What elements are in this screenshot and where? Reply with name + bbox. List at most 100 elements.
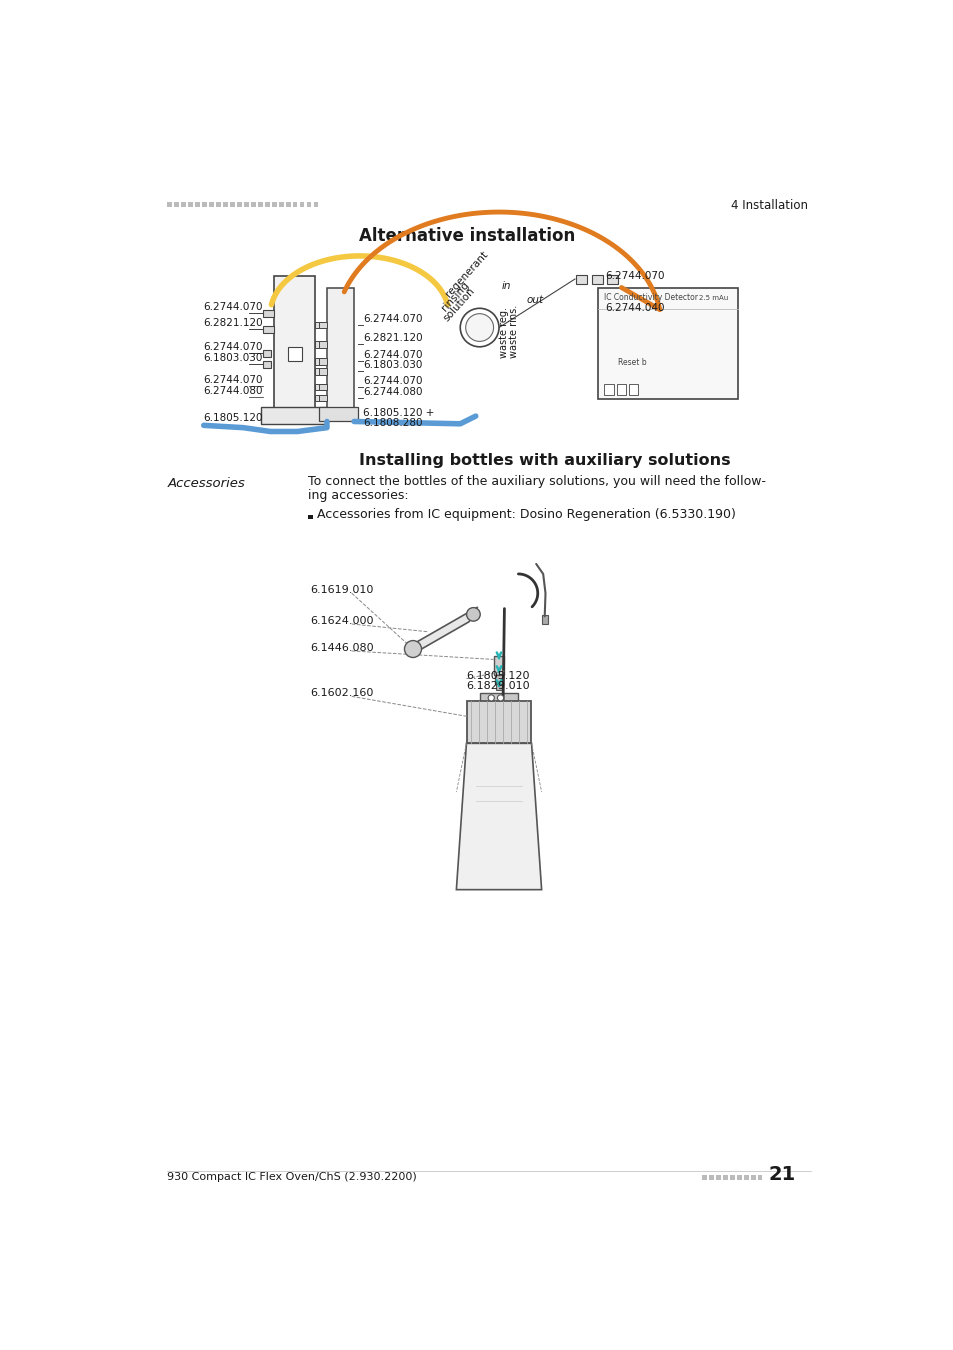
Text: Accessories from IC equipment: Dosino Regeneration (6.5330.190): Accessories from IC equipment: Dosino Re… [316, 508, 735, 521]
Bar [314, 394, 323, 401]
Bar [195, 202, 199, 207]
Text: 6.2744.070: 6.2744.070 [204, 302, 263, 312]
Text: 6.1446.080: 6.1446.080 [310, 643, 374, 653]
Bar [629, 383, 638, 394]
Bar [716, 1176, 720, 1180]
Bar [708, 1176, 713, 1180]
Text: 6.1805.120: 6.1805.120 [466, 671, 530, 680]
Text: 6.1805.120 +: 6.1805.120 + [363, 408, 435, 418]
Bar [286, 202, 291, 207]
Text: 6.1803.030: 6.1803.030 [204, 352, 263, 363]
Text: out: out [525, 294, 542, 305]
Bar [278, 202, 283, 207]
Text: 6.1624.000: 6.1624.000 [310, 616, 373, 626]
Bar [257, 202, 262, 207]
Bar [736, 1176, 740, 1180]
Bar [743, 1176, 748, 1180]
Bar [167, 202, 172, 207]
Bar [293, 202, 297, 207]
Text: waste reg.: waste reg. [499, 308, 509, 358]
Bar [263, 360, 271, 367]
Bar [251, 202, 255, 207]
Bar [479, 694, 517, 702]
Bar [307, 202, 311, 207]
Text: 4 Installation: 4 Installation [731, 200, 807, 212]
Text: 6.1808.280: 6.1808.280 [363, 418, 422, 428]
Bar [319, 406, 357, 421]
Bar [314, 323, 323, 328]
Bar [701, 1176, 706, 1180]
Bar [493, 656, 504, 675]
Bar [202, 202, 207, 207]
Bar [598, 288, 737, 400]
Bar [263, 310, 274, 317]
Text: To connect the bottles of the auxiliary solutions, you will need the follow-: To connect the bottles of the auxiliary … [308, 475, 765, 489]
Bar [181, 202, 186, 207]
Text: rinsing: rinsing [439, 279, 470, 313]
Bar [223, 202, 228, 207]
Bar [314, 369, 323, 374]
Bar [319, 342, 327, 347]
Bar [467, 701, 530, 744]
Circle shape [465, 313, 493, 342]
Text: waste rins.: waste rins. [509, 305, 519, 358]
Text: in: in [501, 281, 511, 292]
Bar [265, 202, 270, 207]
Circle shape [466, 608, 479, 621]
Bar [617, 383, 625, 394]
Text: 6.2744.040: 6.2744.040 [604, 302, 664, 313]
Bar [319, 323, 327, 328]
Text: 6.2744.070: 6.2744.070 [204, 375, 263, 385]
Bar [314, 358, 323, 364]
Bar [576, 275, 587, 285]
Text: Alternative installation: Alternative installation [359, 227, 576, 246]
Text: 6.1619.010: 6.1619.010 [310, 585, 373, 595]
Text: 6.1829.010: 6.1829.010 [466, 682, 530, 691]
Text: 6.2744.070: 6.2744.070 [363, 351, 422, 360]
Bar [592, 275, 602, 285]
Bar [314, 342, 323, 347]
Bar [319, 369, 327, 374]
Bar [729, 1176, 734, 1180]
Bar [288, 347, 302, 360]
Bar [327, 288, 354, 417]
Circle shape [497, 695, 503, 701]
Bar [750, 1176, 755, 1180]
Bar [188, 202, 193, 207]
Bar [604, 383, 613, 394]
Text: 930 Compact IC Flex Oven/ChS (2.930.2200): 930 Compact IC Flex Oven/ChS (2.930.2200… [167, 1172, 416, 1183]
Text: 6.2744.080: 6.2744.080 [204, 386, 263, 396]
Circle shape [459, 308, 498, 347]
Text: 6.1805.120: 6.1805.120 [204, 413, 263, 424]
Text: 21: 21 [768, 1165, 795, 1184]
Polygon shape [408, 608, 477, 656]
Bar [314, 202, 318, 207]
Bar [722, 1176, 727, 1180]
Text: regenerant: regenerant [443, 250, 489, 300]
Polygon shape [456, 744, 541, 890]
Bar [299, 202, 304, 207]
Bar [319, 358, 327, 364]
Text: Accessories: Accessories [167, 477, 245, 490]
Bar [209, 202, 213, 207]
Text: 6.2744.070: 6.2744.070 [363, 375, 422, 386]
Circle shape [488, 695, 494, 701]
Bar [263, 350, 271, 356]
Text: solution: solution [441, 286, 476, 324]
Bar [757, 1176, 761, 1180]
Bar [319, 383, 327, 390]
Text: IC Conductivity Detector: IC Conductivity Detector [604, 293, 698, 302]
Text: 6.2821.120: 6.2821.120 [363, 333, 422, 343]
Text: Reset b: Reset b [617, 358, 645, 366]
Bar [230, 202, 234, 207]
Text: 6.2821.120: 6.2821.120 [204, 319, 263, 328]
Bar [174, 202, 179, 207]
Text: Installing bottles with auxiliary solutions: Installing bottles with auxiliary soluti… [359, 452, 730, 467]
Bar [308, 514, 313, 520]
Bar [274, 275, 314, 418]
Bar [314, 383, 323, 390]
Text: ing accessories:: ing accessories: [308, 489, 409, 502]
Text: 6.1803.030: 6.1803.030 [363, 360, 422, 370]
Bar [607, 275, 618, 285]
Bar [495, 675, 502, 684]
